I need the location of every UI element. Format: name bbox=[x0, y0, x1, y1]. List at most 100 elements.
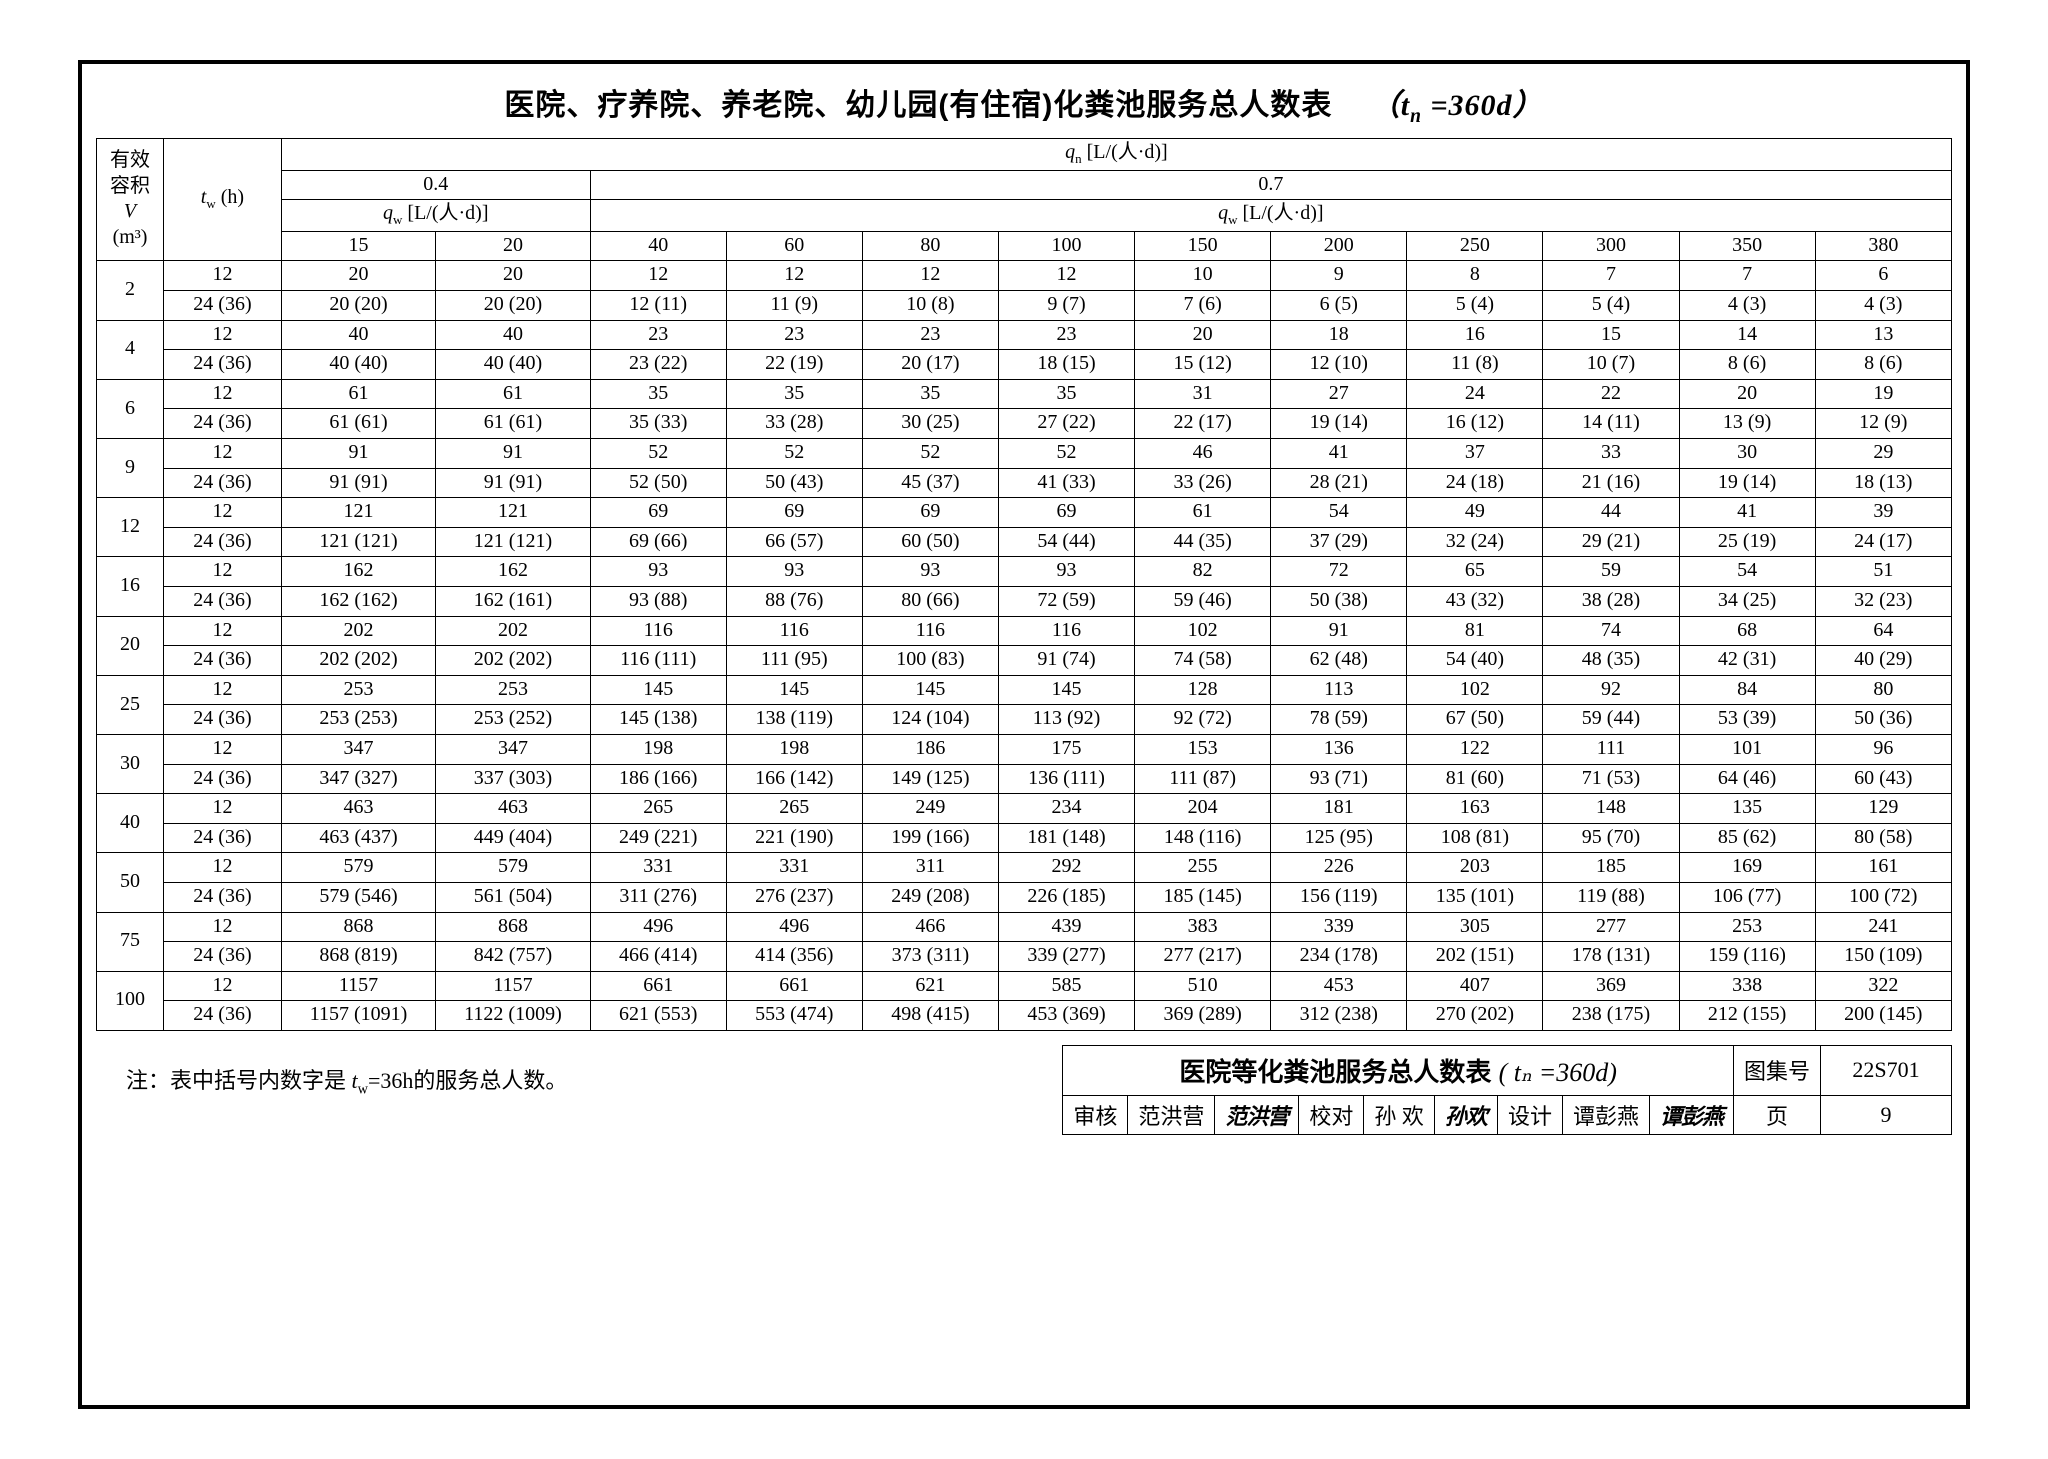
table-row: 24 (36)121 (121)121 (121)69 (66)66 (57)6… bbox=[97, 527, 1952, 557]
data-cell: 337 (303) bbox=[436, 764, 590, 794]
data-cell: 64 (46) bbox=[1679, 764, 1815, 794]
data-cell: 20 (20) bbox=[281, 291, 435, 321]
page-title: 医院、疗养院、养老院、幼儿园(有住宿)化粪池服务总人数表 （tn =360d） bbox=[96, 80, 1952, 128]
data-cell: 101 bbox=[1679, 734, 1815, 764]
data-cell: 106 (77) bbox=[1679, 882, 1815, 912]
check-sig: 孙欢 bbox=[1434, 1095, 1497, 1134]
data-cell: 162 (161) bbox=[436, 586, 590, 616]
data-cell: 322 bbox=[1815, 971, 1951, 1001]
data-cell: 30 bbox=[1679, 439, 1815, 469]
data-cell: 23 bbox=[862, 320, 998, 350]
data-cell: 48 (35) bbox=[1543, 646, 1679, 676]
data-cell: 150 (109) bbox=[1815, 942, 1951, 972]
data-cell: 202 bbox=[436, 616, 590, 646]
data-cell: 136 bbox=[1271, 734, 1407, 764]
check-name: 孙 欢 bbox=[1364, 1095, 1435, 1134]
data-cell: 91 (74) bbox=[998, 646, 1134, 676]
data-cell: 44 (35) bbox=[1135, 527, 1271, 557]
data-cell: 72 bbox=[1271, 557, 1407, 587]
table-row: 24 (36)1157 (1091)1122 (1009)621 (553)55… bbox=[97, 1001, 1952, 1031]
data-cell: 136 (111) bbox=[998, 764, 1134, 794]
data-cell: 65 bbox=[1407, 557, 1543, 587]
data-cell: 52 (50) bbox=[590, 468, 726, 498]
data-cell: 383 bbox=[1135, 912, 1271, 942]
data-cell: 221 (190) bbox=[726, 823, 862, 853]
data-cell: 54 (40) bbox=[1407, 646, 1543, 676]
data-cell: 23 bbox=[998, 320, 1134, 350]
page-label: 页 bbox=[1733, 1095, 1820, 1134]
data-cell: 25 (19) bbox=[1679, 527, 1815, 557]
table-row: 24 (36)40 (40)40 (40)23 (22)22 (19)20 (1… bbox=[97, 350, 1952, 380]
tw-cell: 24 (36) bbox=[164, 942, 282, 972]
table-row: 24 (36)61 (61)61 (61)35 (33)33 (28)30 (2… bbox=[97, 409, 1952, 439]
data-cell: 100 (72) bbox=[1815, 882, 1951, 912]
data-cell: 149 (125) bbox=[862, 764, 998, 794]
table-row: 2122020121212121098776 bbox=[97, 261, 1952, 291]
data-cell: 175 bbox=[998, 734, 1134, 764]
data-cell: 10 bbox=[1135, 261, 1271, 291]
data-cell: 166 (142) bbox=[726, 764, 862, 794]
table-body: 212202012121212109877624 (36)20 (20)20 (… bbox=[97, 261, 1952, 1030]
v-cell: 40 bbox=[97, 794, 164, 853]
data-cell: 61 bbox=[1135, 498, 1271, 528]
v-cell: 9 bbox=[97, 439, 164, 498]
data-cell: 95 (70) bbox=[1543, 823, 1679, 853]
data-cell: 35 (33) bbox=[590, 409, 726, 439]
qw-col: 300 bbox=[1543, 231, 1679, 261]
data-cell: 12 (10) bbox=[1271, 350, 1407, 380]
data-cell: 59 (44) bbox=[1543, 705, 1679, 735]
header-qw-04: qw [L/(人·d)] bbox=[281, 200, 590, 232]
data-cell: 198 bbox=[590, 734, 726, 764]
data-cell: 5 (4) bbox=[1543, 291, 1679, 321]
data-cell: 181 (148) bbox=[998, 823, 1134, 853]
data-cell: 66 (57) bbox=[726, 527, 862, 557]
data-cell: 277 (217) bbox=[1135, 942, 1271, 972]
data-cell: 52 bbox=[590, 439, 726, 469]
data-cell: 23 (22) bbox=[590, 350, 726, 380]
data-cell: 68 bbox=[1679, 616, 1815, 646]
data-cell: 23 bbox=[590, 320, 726, 350]
data-cell: 96 bbox=[1815, 734, 1951, 764]
data-cell: 135 bbox=[1679, 794, 1815, 824]
data-cell: 234 (178) bbox=[1271, 942, 1407, 972]
tw-cell: 12 bbox=[164, 853, 282, 883]
data-cell: 62 (48) bbox=[1271, 646, 1407, 676]
data-cell: 82 bbox=[1135, 557, 1271, 587]
data-cell: 347 bbox=[281, 734, 435, 764]
data-cell: 24 (17) bbox=[1815, 527, 1951, 557]
data-cell: 78 (59) bbox=[1271, 705, 1407, 735]
table-row: 5012579579331331311292255226203185169161 bbox=[97, 853, 1952, 883]
data-cell: 69 bbox=[590, 498, 726, 528]
header-qn: qn [L/(人·d)] bbox=[281, 139, 1951, 171]
data-cell: 14 (11) bbox=[1543, 409, 1679, 439]
data-cell: 22 (17) bbox=[1135, 409, 1271, 439]
data-cell: 311 bbox=[862, 853, 998, 883]
review-name: 范洪营 bbox=[1128, 1095, 1215, 1134]
table-row: 24 (36)202 (202)202 (202)116 (111)111 (9… bbox=[97, 646, 1952, 676]
data-cell: 498 (415) bbox=[862, 1001, 998, 1031]
data-cell: 253 bbox=[1679, 912, 1815, 942]
table-row: 20122022021161161161161029181746864 bbox=[97, 616, 1952, 646]
data-cell: 61 bbox=[281, 379, 435, 409]
data-cell: 39 bbox=[1815, 498, 1951, 528]
data-cell: 255 bbox=[1135, 853, 1271, 883]
data-cell: 199 (166) bbox=[862, 823, 998, 853]
data-cell: 18 bbox=[1271, 320, 1407, 350]
data-cell: 162 (162) bbox=[281, 586, 435, 616]
data-cell: 18 (13) bbox=[1815, 468, 1951, 498]
data-cell: 463 bbox=[281, 794, 435, 824]
data-cell: 145 (138) bbox=[590, 705, 726, 735]
tw-cell: 24 (36) bbox=[164, 764, 282, 794]
data-cell: 579 bbox=[281, 853, 435, 883]
data-cell: 40 bbox=[436, 320, 590, 350]
data-cell: 153 bbox=[1135, 734, 1271, 764]
table-row: 24 (36)91 (91)91 (91)52 (50)50 (43)45 (3… bbox=[97, 468, 1952, 498]
tw-cell: 12 bbox=[164, 616, 282, 646]
tw-cell: 12 bbox=[164, 971, 282, 1001]
data-cell: 21 (16) bbox=[1543, 468, 1679, 498]
data-cell: 661 bbox=[726, 971, 862, 1001]
data-cell: 80 (66) bbox=[862, 586, 998, 616]
table-row: 24 (36)162 (162)162 (161)93 (88)88 (76)8… bbox=[97, 586, 1952, 616]
data-cell: 621 bbox=[862, 971, 998, 1001]
data-cell: 88 (76) bbox=[726, 586, 862, 616]
